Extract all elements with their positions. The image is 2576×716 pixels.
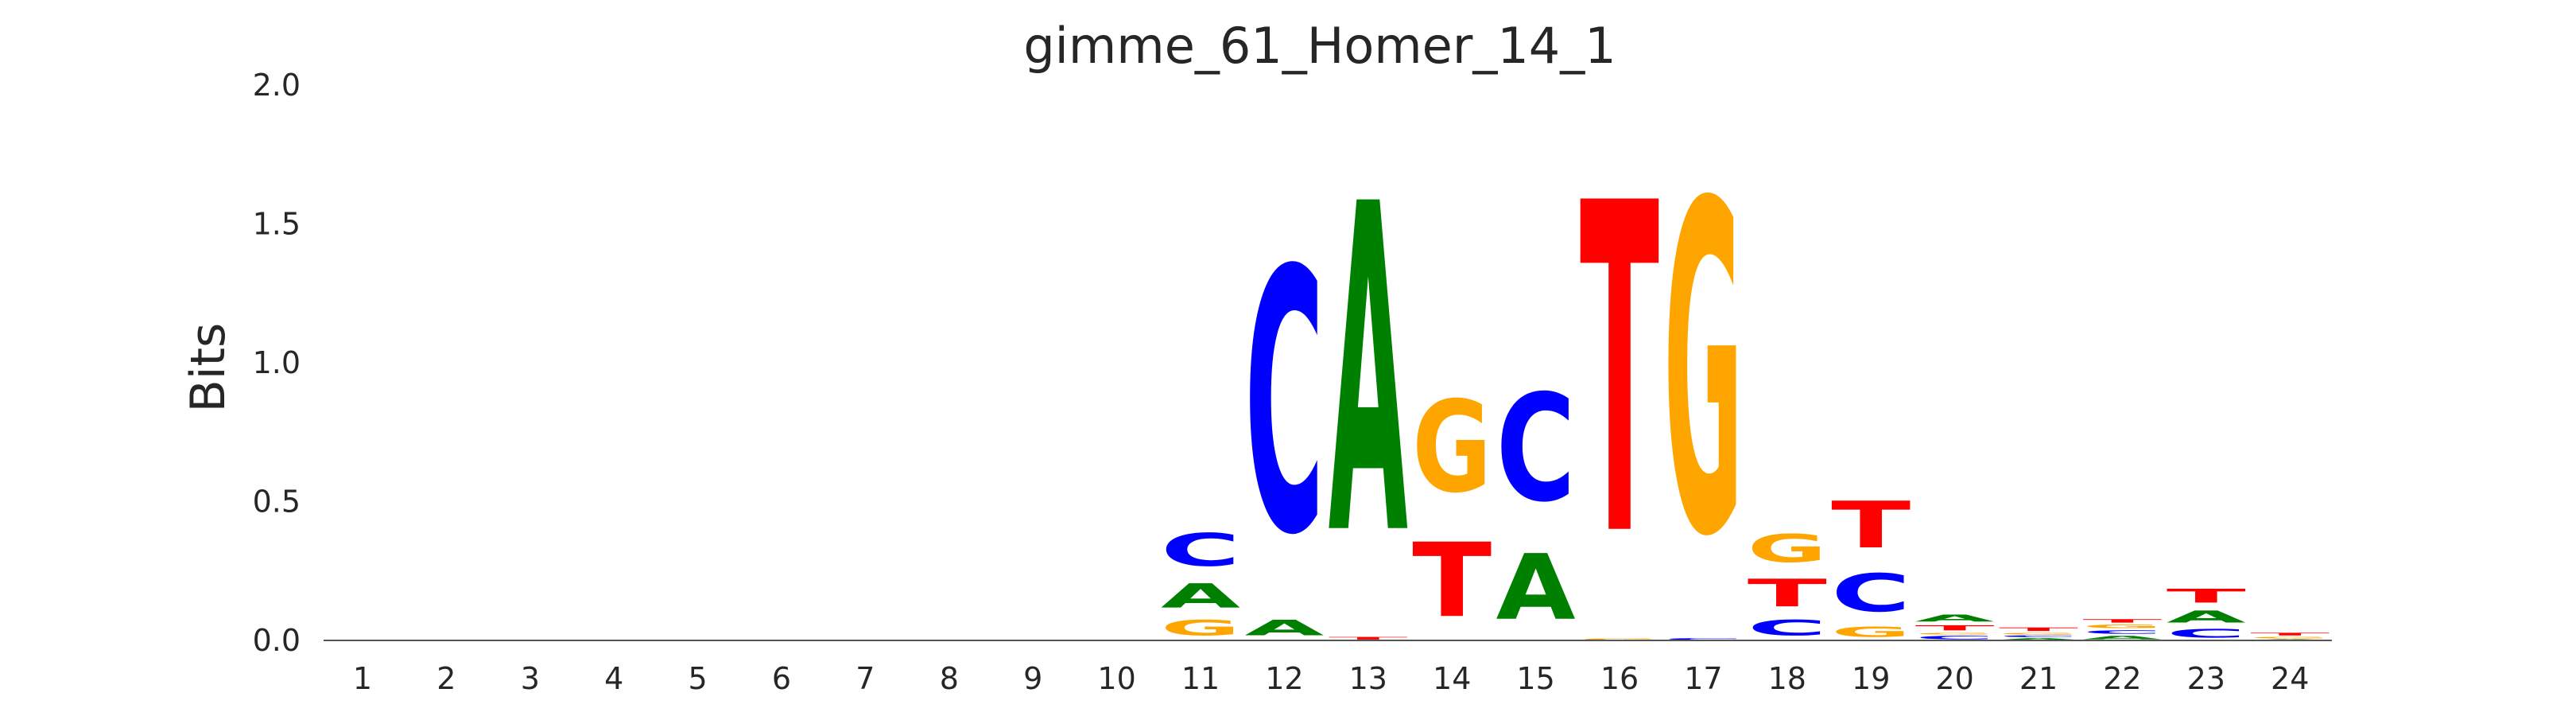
logo-letter-g: G — [2250, 636, 2330, 639]
logo-letter-c: C — [1244, 194, 1324, 614]
logo-letter-c: C — [1161, 523, 1240, 576]
y-tick-label: 1.0 — [253, 345, 301, 380]
logo-letter-g: G — [1161, 616, 1240, 640]
logo-letter-t: T — [1748, 571, 1827, 616]
x-tick-label: 14 — [1433, 661, 1471, 696]
logo-letter-g: G — [1831, 624, 1911, 640]
logo-letter-c: C — [1999, 635, 2078, 637]
x-tick-label: 7 — [855, 661, 875, 696]
logo-letter-g: G — [2082, 624, 2162, 629]
x-tick-label: 13 — [1349, 661, 1387, 696]
x-tick-label: 16 — [1600, 661, 1639, 696]
y-tick-label: 2.0 — [253, 68, 301, 103]
logo-letter-c: C — [1748, 616, 1827, 640]
x-tick-label: 9 — [1023, 661, 1042, 696]
x-tick-label: 20 — [1935, 661, 1973, 696]
logo-letter-c: C — [1496, 364, 1576, 535]
logo-letter-t: T — [2250, 632, 2330, 636]
x-tick-label: 17 — [1684, 661, 1722, 696]
y-axis-ticks: 0.0 0.5 1.0 1.5 2.0 — [253, 68, 301, 658]
x-tick-label: 19 — [1852, 661, 1890, 696]
logo-letter-t: T — [1412, 522, 1492, 640]
logo-letter-t: T — [1580, 109, 1660, 636]
logo-letter-a: A — [1915, 613, 1995, 624]
x-tick-label: 10 — [1097, 661, 1135, 696]
x-tick-label: 6 — [772, 661, 791, 696]
logo-letter-g: G — [1915, 632, 1995, 635]
x-tick-label: 1 — [353, 661, 372, 696]
x-tick-label: 18 — [1768, 661, 1806, 696]
logo-letter-a: A — [1244, 616, 1324, 640]
x-tick-label: 4 — [604, 661, 623, 696]
logo-letter-g: G — [1748, 527, 1827, 571]
x-tick-label: 8 — [940, 661, 959, 696]
x-tick-label: 23 — [2187, 661, 2225, 696]
logo-letter-a: A — [2082, 635, 2162, 640]
logo-letter-t: T — [2167, 585, 2247, 607]
logo-letter-g: G — [1999, 632, 2078, 635]
x-tick-label: 15 — [1516, 661, 1554, 696]
y-tick-label: 0.0 — [253, 623, 301, 658]
logo-letter-g: G — [1663, 110, 1743, 636]
y-axis-label: Bits — [180, 323, 236, 413]
logo-letter-t: T — [1915, 624, 1995, 632]
x-tick-label: 24 — [2271, 661, 2309, 696]
x-tick-label: 11 — [1181, 661, 1220, 696]
logo-letter-a: A — [1999, 638, 2078, 640]
logo-letter-t: T — [2082, 618, 2162, 624]
x-tick-label: 2 — [436, 661, 456, 696]
logo-letter-a: A — [2167, 607, 2247, 626]
logo-letter-a: A — [1496, 535, 1576, 640]
logo-letter-c: C — [2082, 629, 2162, 635]
chart-title: gimme_61_Homer_14_1 — [1023, 17, 1616, 75]
logo-letter-t: T — [1329, 636, 1408, 640]
logo-letter-t: T — [1831, 488, 1911, 562]
x-tick-label: 3 — [521, 661, 540, 696]
logo-letter-g: G — [1580, 638, 1659, 640]
y-tick-label: 0.5 — [253, 484, 301, 519]
x-tick-label: 5 — [689, 661, 708, 696]
x-tick-label: 12 — [1265, 661, 1303, 696]
x-tick-label: 22 — [2103, 661, 2141, 696]
logo-letter-a: A — [1161, 577, 1240, 616]
logo-letter-a: A — [1329, 109, 1409, 634]
logo-letter-g: G — [1412, 375, 1492, 521]
logo-letter-c: C — [2167, 627, 2246, 640]
logo-letter-c: C — [1663, 638, 1743, 640]
x-axis-ticks: 1 2 3 4 5 6 7 8 9 10 11 12 13 14 15 16 17 18 19 20 21 22 23 24 — [353, 661, 2309, 696]
x-tick-label: 21 — [2019, 661, 2058, 696]
logo-letters: GACACTATGACGTCGCTGGCTCGTAACGTACGTCATAGT — [1161, 109, 2330, 640]
logo-letter-c: C — [1831, 563, 1911, 624]
logo-letter-c: C — [1915, 635, 1995, 640]
logo-letter-t: T — [1999, 627, 2078, 632]
y-tick-label: 1.5 — [253, 207, 301, 242]
